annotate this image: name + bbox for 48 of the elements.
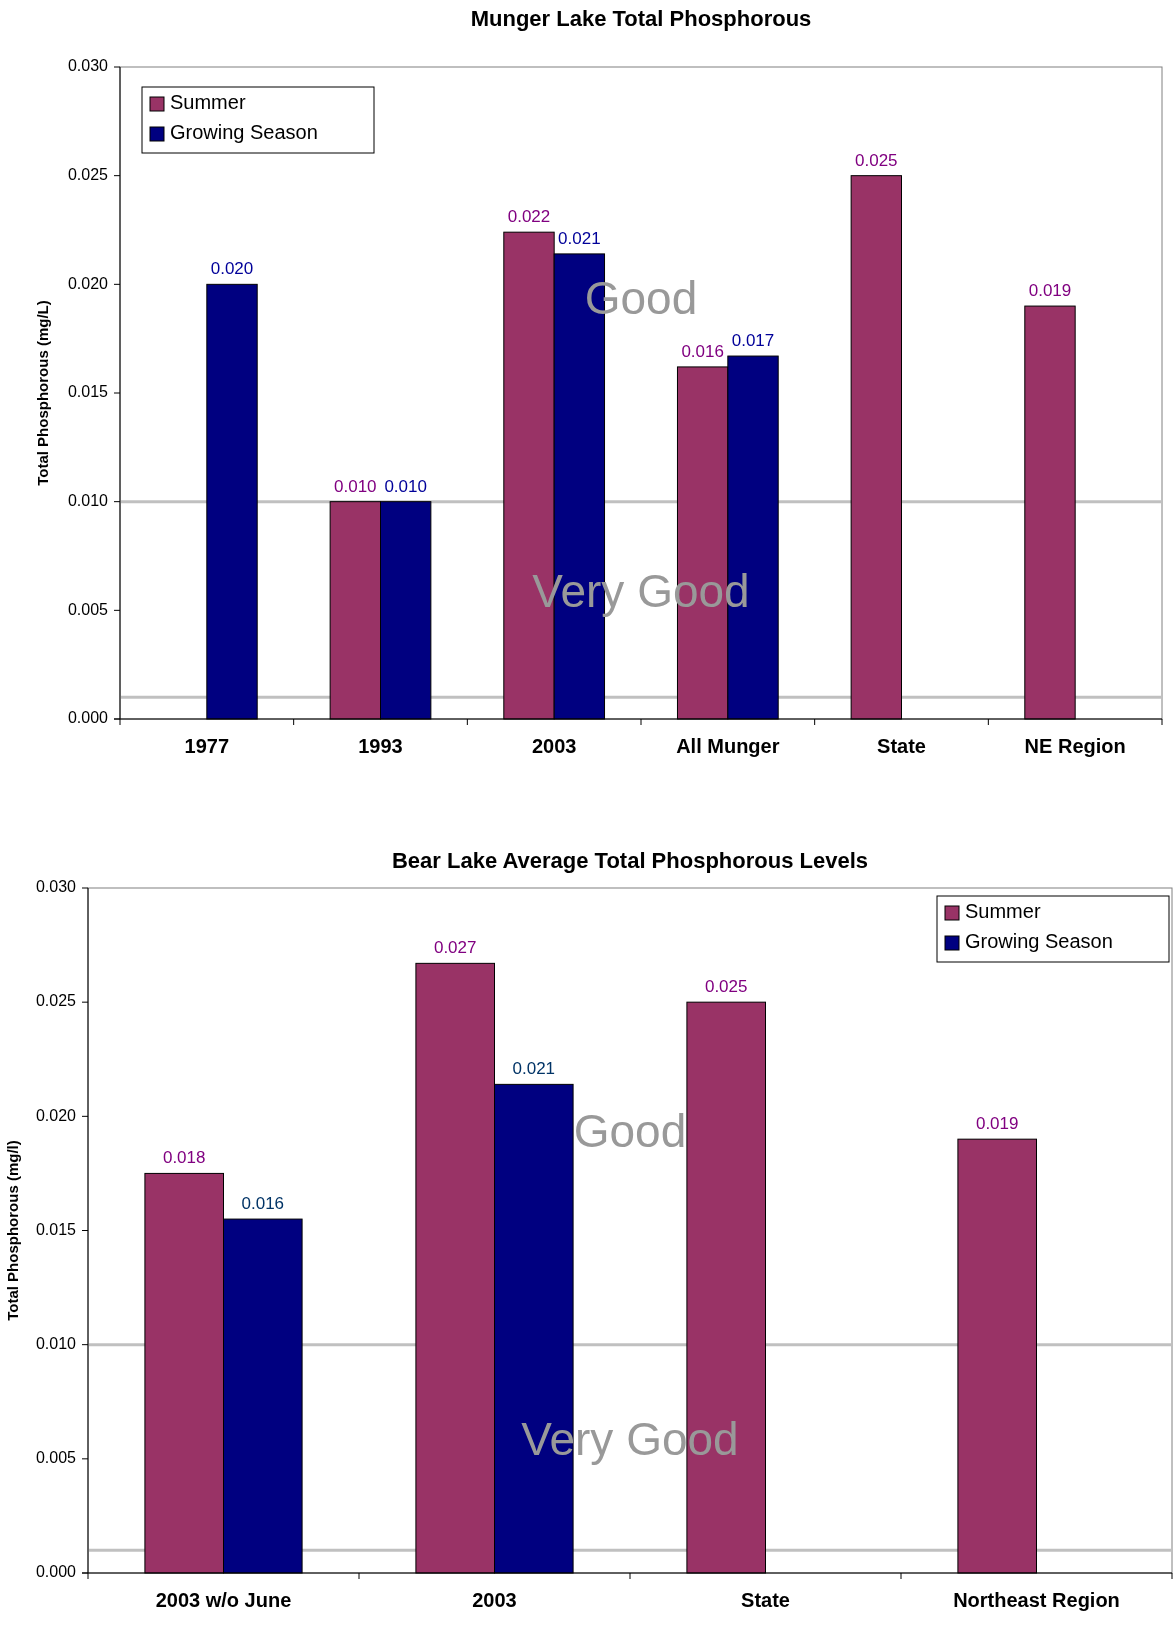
y-axis-title: Total Phosphorous (mg/l) <box>4 1140 21 1321</box>
y-tick-label: 0.005 <box>67 600 109 618</box>
y-tick-label: 0.015 <box>35 1220 77 1238</box>
data-label: 0.027 <box>433 938 477 958</box>
x-tick-label: All Munger <box>676 735 780 757</box>
x-tick-label: State <box>741 1589 790 1611</box>
x-tick-label: 1993 <box>358 735 403 757</box>
x-tick-label: 1977 <box>184 735 230 757</box>
legend-label: Growing Season <box>965 930 1113 953</box>
legend-label: Growing Season <box>170 121 318 144</box>
y-tick-label: 0.020 <box>67 274 109 292</box>
data-label: 0.021 <box>512 1059 556 1079</box>
y-axis-title: Total Phosphorous (mg/L) <box>34 300 51 486</box>
x-tick-label: NE Region <box>1024 735 1126 757</box>
y-tick-label: 0.010 <box>35 1334 77 1352</box>
data-label: 0.025 <box>704 977 748 997</box>
y-tick-label: 0.025 <box>67 165 109 183</box>
data-label: 0.017 <box>731 331 775 351</box>
data-label: 0.019 <box>1028 281 1072 301</box>
y-tick-label: 0.005 <box>35 1449 77 1467</box>
y-tick-label: 0.015 <box>67 383 109 401</box>
x-tick-label: State <box>877 735 926 757</box>
data-label: 0.022 <box>507 207 551 227</box>
y-tick-label: 0.025 <box>35 992 77 1010</box>
y-tick-label: 0.000 <box>67 709 109 727</box>
data-label: 0.016 <box>681 341 724 361</box>
x-tick-label: 2003 <box>531 735 577 757</box>
legend-label: Summer <box>965 900 1041 923</box>
annotation: Good <box>573 1104 687 1157</box>
data-label: 0.018 <box>162 1148 206 1168</box>
data-label: 0.010 <box>334 476 377 496</box>
data-label: 0.016 <box>241 1194 285 1214</box>
y-tick-label: 0.010 <box>67 491 109 509</box>
x-tick-label: 2003 w/o June <box>155 1589 292 1611</box>
x-tick-label: 2003 <box>472 1589 517 1611</box>
chart-title: Munger Lake Total Phosphorous <box>470 6 812 31</box>
data-label: 0.021 <box>558 228 601 248</box>
y-tick-label: 0.000 <box>35 1563 77 1581</box>
data-label: 0.025 <box>855 150 898 170</box>
chart-title: Bear Lake Average Total Phosphorous Levels <box>391 848 869 873</box>
data-label: 0.020 <box>210 259 254 279</box>
data-label: 0.010 <box>384 476 427 496</box>
x-tick-label: Northeast Region <box>953 1589 1120 1611</box>
y-tick-label: 0.030 <box>35 878 77 896</box>
legend-label: Summer <box>170 91 246 114</box>
y-tick-label: 0.020 <box>35 1106 77 1124</box>
data-label: 0.019 <box>975 1114 1019 1134</box>
y-tick-label: 0.030 <box>67 57 109 75</box>
